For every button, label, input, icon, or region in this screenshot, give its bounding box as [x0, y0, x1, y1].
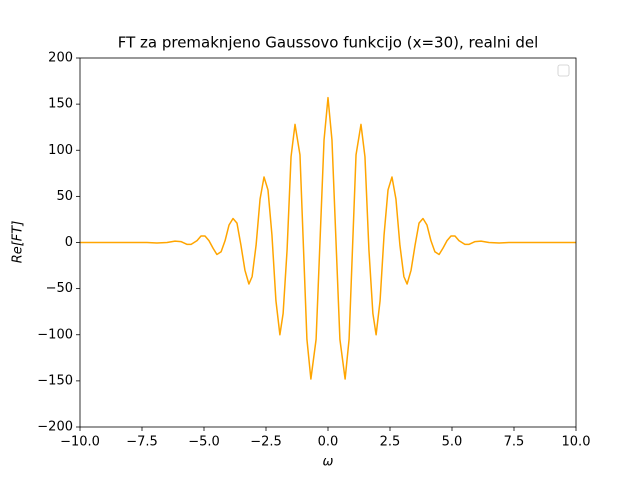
- y-tick-label: 200: [48, 51, 73, 66]
- x-tick-label: 2.5: [380, 435, 401, 450]
- y-tick-label: 150: [48, 97, 73, 112]
- chart-title: FT za premaknjeno Gaussovo funkcijo (x=3…: [118, 34, 539, 52]
- x-tick-label: 0.0: [318, 435, 339, 450]
- x-tick-label: −10.0: [60, 435, 100, 450]
- y-axis-label: Re[FT]: [11, 221, 26, 264]
- axes-frame: [79, 57, 577, 428]
- y-tick-label: −150: [37, 373, 73, 388]
- y-tick-label: −50: [46, 281, 73, 296]
- x-axis-label: ω: [323, 455, 334, 470]
- line-series: [80, 96, 576, 380]
- x-tick-label: 10.0: [562, 435, 591, 450]
- legend: [557, 64, 570, 77]
- y-tick-label: −100: [37, 327, 73, 342]
- x-tick-label: 5.0: [442, 435, 463, 450]
- y-tick-label: 100: [48, 143, 73, 158]
- y-tick-label: −200: [37, 420, 73, 435]
- x-tick-label: −5.0: [188, 435, 220, 450]
- y-tick-label: 0: [65, 235, 73, 250]
- x-tick-label: −2.5: [250, 435, 282, 450]
- y-tick-label: 50: [56, 189, 73, 204]
- x-tick-label: 7.5: [504, 435, 525, 450]
- x-tick-label: −7.5: [126, 435, 158, 450]
